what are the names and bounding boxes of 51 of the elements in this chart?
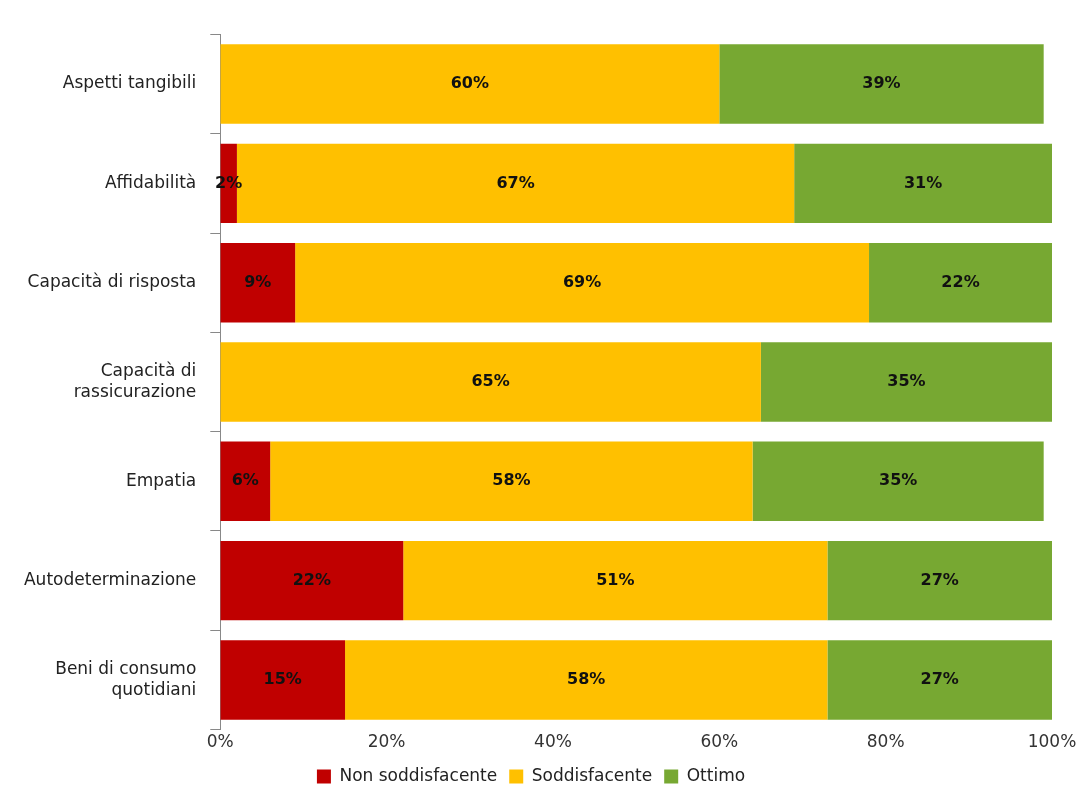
bar <box>719 44 1044 124</box>
y-tick-label: Capacità di risposta <box>27 271 197 292</box>
data-label: 6% <box>231 470 259 490</box>
data-label: 31% <box>903 172 943 192</box>
data-label: 22% <box>292 569 331 589</box>
bar <box>752 441 1044 522</box>
bar <box>869 242 1052 323</box>
data-label: 35% <box>887 371 926 391</box>
y-tick-label: Autodeterminazione <box>23 569 197 590</box>
data-label: 35% <box>878 470 918 490</box>
y-tick-label: Affidabilità <box>104 171 197 192</box>
bar <box>220 342 761 422</box>
bar <box>270 441 753 522</box>
y-tick-label: Empatia <box>125 469 197 490</box>
bar <box>220 640 346 720</box>
bar <box>760 342 1052 422</box>
legend-label: Soddisfacente <box>531 764 653 785</box>
data-label: 58% <box>492 470 531 490</box>
bar <box>403 540 828 621</box>
y-tick-label: Capacità di rassicurazione <box>73 360 197 401</box>
data-label: 58% <box>567 669 606 689</box>
bar <box>794 143 1052 224</box>
bar <box>220 540 404 621</box>
data-label: 51% <box>596 569 635 589</box>
data-label: 27% <box>920 669 959 689</box>
bar <box>827 640 1052 720</box>
x-tick-label: 0% <box>206 731 234 752</box>
data-label: 39% <box>862 73 901 93</box>
data-label: 67% <box>496 172 535 192</box>
bar <box>295 242 870 323</box>
legend-label: Ottimo <box>686 764 746 785</box>
x-tick-label: 20% <box>367 731 406 752</box>
x-tick-label: 100% <box>1027 731 1077 752</box>
bar <box>827 540 1052 621</box>
data-label: 69% <box>562 271 602 291</box>
x-tick-label: 60% <box>700 731 739 752</box>
bar <box>220 242 296 323</box>
data-label: 9% <box>244 271 272 291</box>
y-tick-label: Aspetti tangibili <box>62 72 197 93</box>
data-label: 65% <box>471 371 510 391</box>
bar <box>220 44 720 124</box>
data-label: 60% <box>450 73 489 93</box>
y-tick-label: Beni di consumo quotidiani <box>55 658 197 699</box>
bar <box>220 441 271 522</box>
data-label: 27% <box>920 569 959 589</box>
bar <box>345 640 828 720</box>
data-label: 15% <box>263 669 302 689</box>
legend-label: Non soddisfacente <box>339 764 498 785</box>
data-label: 22% <box>941 271 980 291</box>
x-tick-label: 40% <box>534 731 572 752</box>
x-tick-label: 80% <box>866 731 905 752</box>
